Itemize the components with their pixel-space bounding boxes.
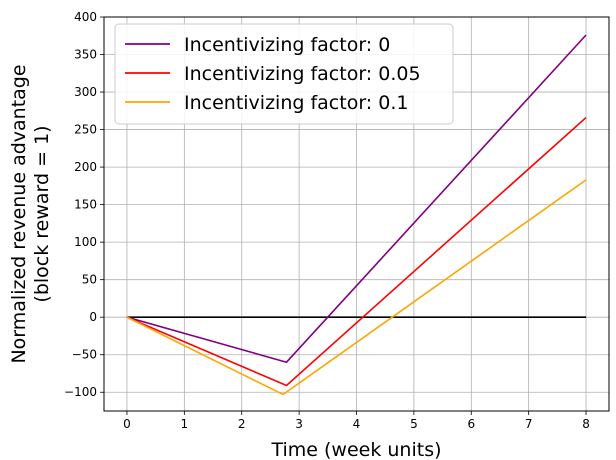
x-tick-label: 7 [525, 417, 533, 431]
legend: Incentivizing factor: 0 Incentivizing fac… [114, 23, 454, 125]
y-tick-label: 150 [74, 198, 97, 212]
x-tick-label: 6 [467, 417, 475, 431]
y-tick-label: 200 [74, 160, 97, 174]
legend-box [114, 23, 454, 125]
legend-label: Incentivizing factor: 0.1 [184, 92, 408, 114]
legend-label: Incentivizing factor: 0 [184, 34, 390, 56]
x-tick-label: 3 [295, 417, 303, 431]
y-axis-title-line-1: Normalized revenue advantage [8, 64, 30, 363]
x-tick-label: 1 [181, 417, 189, 431]
series-line-1 [126, 34, 587, 364]
x-axis-title: Time (week units) [270, 439, 441, 460]
x-tick-label: 2 [238, 417, 246, 431]
x-tick-label: 8 [582, 417, 590, 431]
y-tick-label: 0 [89, 310, 97, 324]
y-tick-label: 100 [74, 235, 97, 249]
y-axis-title-line-2: (block reward = 1) [31, 125, 53, 302]
axis-ticks: 0 1 2 3 4 5 6 7 8 −100 −50 0 50 100 150 200 250 300 350 400 [64, 10, 590, 431]
series-line-2 [126, 116, 587, 387]
x-tick-label: 5 [410, 417, 418, 431]
y-tick-label: 400 [74, 10, 97, 24]
y-tick-label: −100 [64, 385, 97, 399]
series-line-3 [126, 179, 587, 396]
x-tick-label: 4 [353, 417, 361, 431]
y-tick-label: 350 [74, 48, 97, 62]
y-tick-label: 250 [74, 123, 97, 137]
legend-label: Incentivizing factor: 0.05 [184, 63, 421, 85]
y-tick-label: −50 [72, 348, 97, 362]
series-lines [126, 34, 587, 396]
x-tick-label: 0 [123, 417, 131, 431]
y-tick-label: 50 [82, 273, 97, 287]
y-tick-label: 300 [74, 85, 97, 99]
